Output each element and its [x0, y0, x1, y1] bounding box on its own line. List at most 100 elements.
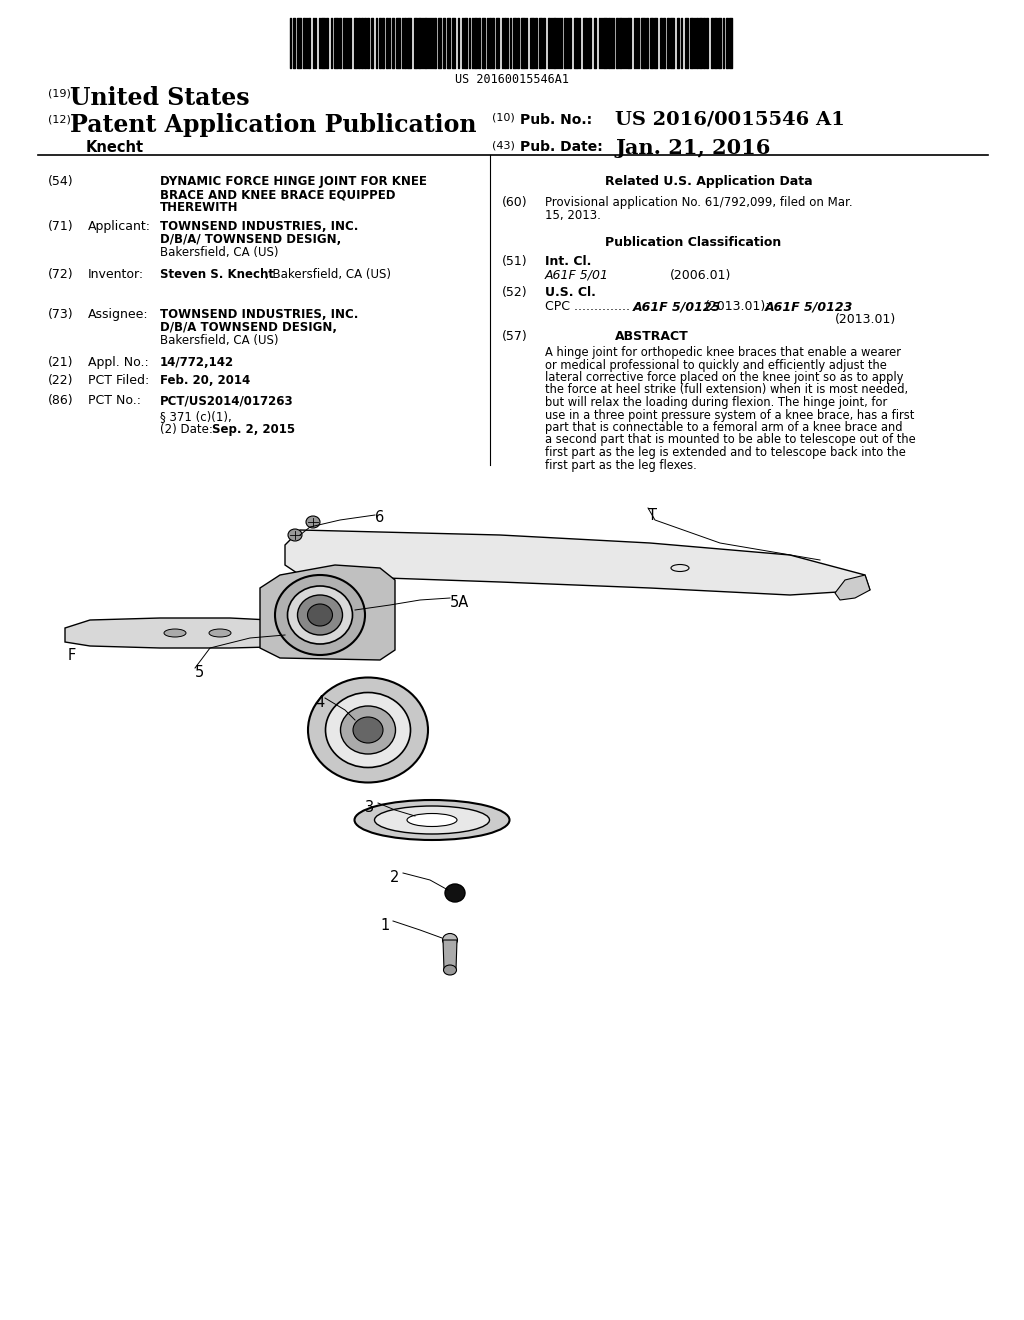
Ellipse shape [307, 605, 333, 626]
Ellipse shape [164, 630, 186, 638]
Text: CPC ..............: CPC .............. [545, 300, 630, 313]
Text: D/B/A/ TOWNSEND DESIGN,: D/B/A/ TOWNSEND DESIGN, [160, 234, 341, 246]
Text: THEREWITH: THEREWITH [160, 201, 239, 214]
Text: A61F 5/0125: A61F 5/0125 [633, 300, 721, 313]
Text: 2: 2 [390, 870, 399, 884]
Ellipse shape [445, 884, 465, 902]
Text: Patent Application Publication: Patent Application Publication [70, 114, 476, 137]
Text: 5A: 5A [450, 595, 469, 610]
Text: Int. Cl.: Int. Cl. [545, 255, 592, 268]
Text: BRACE AND KNEE BRACE EQUIPPED: BRACE AND KNEE BRACE EQUIPPED [160, 187, 395, 201]
Polygon shape [443, 940, 457, 970]
Text: A hinge joint for orthopedic knee braces that enable a wearer: A hinge joint for orthopedic knee braces… [545, 346, 901, 359]
Text: Publication Classification: Publication Classification [605, 236, 781, 249]
Text: a second part that is mounted to be able to telescope out of the: a second part that is mounted to be able… [545, 433, 915, 446]
Text: 14/772,142: 14/772,142 [160, 356, 234, 370]
Ellipse shape [288, 586, 352, 644]
Text: (57): (57) [502, 330, 527, 343]
Text: (22): (22) [48, 374, 74, 387]
Text: United States: United States [70, 86, 250, 110]
Text: (2) Date:: (2) Date: [160, 422, 213, 436]
Text: Bakersfield, CA (US): Bakersfield, CA (US) [160, 246, 279, 259]
Text: Feb. 20, 2014: Feb. 20, 2014 [160, 374, 250, 387]
Text: Provisional application No. 61/792,099, filed on Mar.: Provisional application No. 61/792,099, … [545, 195, 853, 209]
Text: 4: 4 [315, 696, 325, 710]
Text: § 371 (c)(1),: § 371 (c)(1), [160, 411, 231, 422]
Text: (21): (21) [48, 356, 74, 370]
Ellipse shape [298, 595, 342, 635]
Text: A61F 5/0123: A61F 5/0123 [765, 300, 853, 313]
Text: PCT No.:: PCT No.: [88, 393, 141, 407]
Text: Pub. No.:: Pub. No.: [520, 114, 592, 127]
Text: (2013.01): (2013.01) [835, 313, 896, 326]
Text: US 2016/0015546 A1: US 2016/0015546 A1 [615, 111, 845, 129]
Text: use in a three point pressure system of a knee brace, has a first: use in a three point pressure system of … [545, 408, 914, 421]
Text: (73): (73) [48, 308, 74, 321]
Polygon shape [65, 618, 325, 648]
Text: D/B/A TOWNSEND DESIGN,: D/B/A TOWNSEND DESIGN, [160, 321, 337, 334]
Text: PCT/US2014/017263: PCT/US2014/017263 [160, 393, 294, 407]
Text: DYNAMIC FORCE HINGE JOINT FOR KNEE: DYNAMIC FORCE HINGE JOINT FOR KNEE [160, 176, 427, 187]
Ellipse shape [308, 677, 428, 783]
Text: A61F 5/01: A61F 5/01 [545, 269, 609, 282]
Text: (54): (54) [48, 176, 74, 187]
Text: Sep. 2, 2015: Sep. 2, 2015 [212, 422, 295, 436]
Ellipse shape [442, 933, 458, 946]
Text: lateral corrective force placed on the knee joint so as to apply: lateral corrective force placed on the k… [545, 371, 903, 384]
Text: Appl. No.:: Appl. No.: [88, 356, 148, 370]
Ellipse shape [209, 630, 231, 638]
Text: (52): (52) [502, 286, 527, 300]
Text: (86): (86) [48, 393, 74, 407]
Text: TOWNSEND INDUSTRIES, INC.: TOWNSEND INDUSTRIES, INC. [160, 308, 358, 321]
Text: part that is connectable to a femoral arm of a knee brace and: part that is connectable to a femoral ar… [545, 421, 902, 434]
Text: PCT Filed:: PCT Filed: [88, 374, 150, 387]
Ellipse shape [443, 965, 457, 975]
Ellipse shape [275, 576, 365, 655]
Text: ABSTRACT: ABSTRACT [615, 330, 689, 343]
Text: , Bakersfield, CA (US): , Bakersfield, CA (US) [265, 268, 391, 281]
Text: 5: 5 [195, 665, 204, 680]
Ellipse shape [306, 516, 319, 528]
Text: Pub. Date:: Pub. Date: [520, 140, 603, 154]
Text: 3: 3 [365, 800, 374, 814]
Ellipse shape [288, 529, 302, 541]
Text: (60): (60) [502, 195, 527, 209]
Text: (51): (51) [502, 255, 527, 268]
Text: but will relax the loading during flexion. The hinge joint, for: but will relax the loading during flexio… [545, 396, 887, 409]
Text: (19): (19) [48, 88, 71, 98]
Text: Inventor:: Inventor: [88, 268, 144, 281]
Text: (71): (71) [48, 220, 74, 234]
Text: Steven S. Knecht: Steven S. Knecht [160, 268, 274, 281]
Text: Jan. 21, 2016: Jan. 21, 2016 [615, 139, 770, 158]
Text: (12): (12) [48, 115, 71, 125]
Text: U.S. Cl.: U.S. Cl. [545, 286, 596, 300]
Text: the force at heel strike (full extension) when it is most needed,: the force at heel strike (full extension… [545, 384, 908, 396]
Text: (10): (10) [492, 114, 515, 123]
Polygon shape [835, 576, 870, 601]
Text: (72): (72) [48, 268, 74, 281]
Ellipse shape [407, 813, 457, 826]
Text: first part as the leg flexes.: first part as the leg flexes. [545, 458, 696, 471]
Ellipse shape [326, 693, 411, 767]
Ellipse shape [354, 800, 510, 840]
Polygon shape [260, 565, 395, 660]
Polygon shape [285, 531, 870, 595]
Text: Bakersfield, CA (US): Bakersfield, CA (US) [160, 334, 279, 347]
Text: 1: 1 [380, 917, 389, 933]
Text: Applicant:: Applicant: [88, 220, 151, 234]
Text: (43): (43) [492, 140, 515, 150]
Text: first part as the leg is extended and to telescope back into the: first part as the leg is extended and to… [545, 446, 906, 459]
Ellipse shape [341, 706, 395, 754]
Text: (2006.01): (2006.01) [670, 269, 731, 282]
Text: Related U.S. Application Data: Related U.S. Application Data [605, 176, 813, 187]
Text: Knecht: Knecht [86, 140, 144, 154]
Text: 15, 2013.: 15, 2013. [545, 209, 601, 222]
Ellipse shape [375, 807, 489, 834]
Text: Assignee:: Assignee: [88, 308, 148, 321]
Text: T: T [648, 508, 657, 523]
Text: US 20160015546A1: US 20160015546A1 [455, 73, 569, 86]
Text: or medical professional to quickly and efficiently adjust the: or medical professional to quickly and e… [545, 359, 887, 371]
Text: TOWNSEND INDUSTRIES, INC.: TOWNSEND INDUSTRIES, INC. [160, 220, 358, 234]
Ellipse shape [353, 717, 383, 743]
Text: F: F [68, 648, 76, 663]
